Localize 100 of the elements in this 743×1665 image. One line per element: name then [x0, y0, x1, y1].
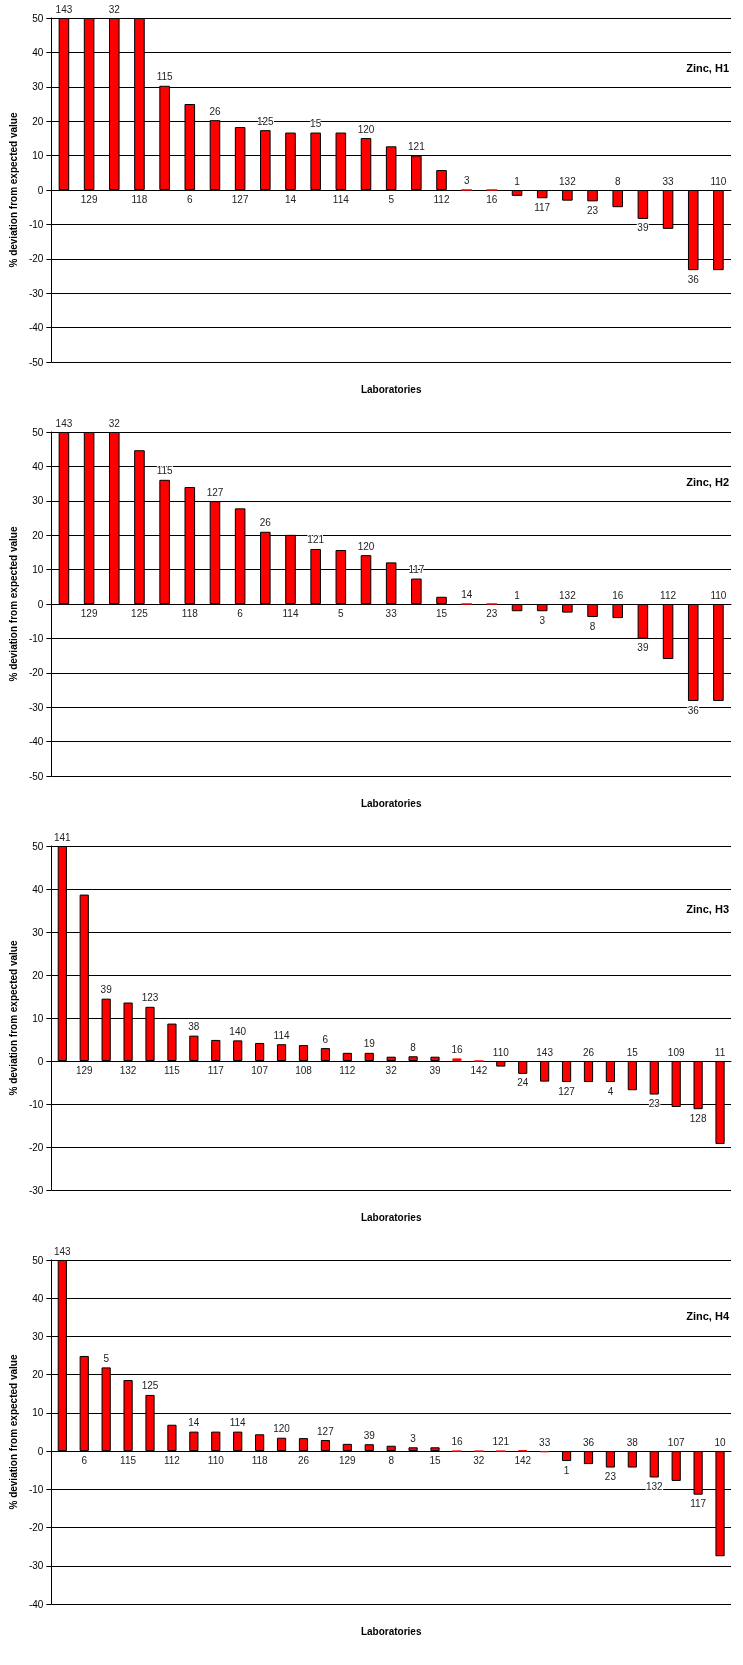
bar [612, 604, 624, 619]
y-tick-label: 40 [32, 46, 44, 58]
x-tick-label: 1 [514, 175, 521, 187]
x-tick-label: 109 [667, 1046, 685, 1058]
y-axis-title: % deviation from expected value [7, 112, 19, 268]
x-tick-label: 16 [451, 1436, 463, 1448]
x-tick-label: 141 [53, 831, 72, 843]
x-tick-label: 33 [662, 175, 675, 187]
text: Zinc, H1 [686, 62, 730, 75]
y-tick-label: 20 [32, 529, 44, 541]
x-tick-label: 39 [100, 984, 113, 996]
y-tick-label: 10 [32, 1012, 44, 1024]
y-axis-title: % deviation from expected value [7, 940, 19, 1096]
x-tick-label: 3 [539, 614, 546, 626]
y-tick-label: 10 [32, 564, 44, 576]
x-tick-label: 8 [614, 175, 621, 187]
x-tick-label: 36 [582, 1436, 595, 1448]
x-tick-label: 114 [282, 607, 299, 619]
bar [562, 604, 573, 613]
x-tick-label: 6 [322, 1033, 329, 1045]
x-tick-label: 36 [687, 704, 700, 716]
x-tick-label: 127 [231, 193, 249, 205]
x-tick-label: 143 [53, 1245, 72, 1257]
x-tick-label: 16 [451, 1043, 463, 1055]
y-tick-label: -10 [28, 1098, 44, 1110]
y-tick-label: -10 [28, 1483, 44, 1495]
x-axis-title: Laboratories [360, 1211, 422, 1223]
y-tick-label: -30 [28, 287, 44, 299]
x-axis-title: Laboratories [360, 383, 422, 395]
bar [561, 1061, 572, 1083]
y-tick-label: 40 [32, 1292, 44, 1304]
text: Zinc, H3 [686, 903, 730, 915]
y-tick-label: -50 [28, 770, 44, 782]
x-tick-label: 14 [461, 589, 473, 600]
x-tick-label: 118 [181, 607, 199, 619]
y-tick-label: 0 [37, 1055, 44, 1067]
y-tick-label: -10 [28, 632, 44, 644]
x-tick-label: 115 [163, 1064, 181, 1076]
x-tick-label: 114 [332, 193, 350, 205]
x-tick-label: 5 [338, 607, 345, 619]
y-tick-label: -30 [28, 701, 44, 713]
x-tick-label: 132 [559, 175, 577, 187]
x-tick-label: 143 [536, 1046, 554, 1058]
y-tick-label: 40 [32, 883, 44, 895]
x-tick-label: 118 [251, 1454, 269, 1466]
y-tick-label: 0 [37, 598, 44, 610]
x-tick-label: 8 [589, 620, 596, 632]
x-tick-label: 127 [206, 486, 224, 498]
x-tick-label: 5 [388, 193, 395, 205]
y-tick-label: 50 [32, 426, 44, 438]
bar [189, 1431, 199, 1452]
x-tick-label: 32 [385, 1064, 398, 1076]
x-tick-label: 120 [357, 123, 375, 135]
bar [583, 1451, 594, 1465]
bar [536, 604, 548, 612]
x-tick-label: 115 [156, 71, 174, 83]
y-axis-title: % deviation from expected value [7, 526, 19, 682]
x-tick-label: 112 [433, 193, 450, 205]
y-tick-label: -40 [28, 322, 44, 334]
bar [637, 190, 649, 219]
x-tick-label: 6 [81, 1454, 88, 1466]
text: Zinc, H2 [686, 476, 730, 489]
x-tick-label: 108 [295, 1064, 313, 1076]
x-tick-label: 36 [687, 273, 700, 285]
y-tick-label: -20 [28, 253, 44, 265]
bar [536, 190, 548, 199]
bar [436, 596, 447, 604]
x-tick-label: 19 [363, 1038, 376, 1050]
x-tick-label: 110 [710, 589, 727, 601]
x-tick-label: 6 [237, 607, 244, 619]
x-tick-label: 142 [514, 1454, 532, 1466]
y-tick-label: -50 [28, 356, 44, 368]
x-tick-label: 5 [103, 1352, 110, 1364]
bar [255, 1042, 265, 1061]
x-tick-label: 117 [690, 1498, 707, 1510]
y-tick-label: 40 [32, 460, 44, 472]
y-tick-label: 20 [32, 969, 44, 981]
bar [561, 1451, 572, 1462]
y-tick-label: -40 [28, 736, 44, 748]
x-tick-label: 125 [131, 607, 149, 619]
x-tick-label: 121 [492, 1436, 510, 1448]
bar [605, 1061, 616, 1083]
x-tick-label: 121 [408, 141, 426, 153]
x-tick-label: 115 [156, 465, 174, 477]
x-tick-label: 3 [410, 1432, 417, 1444]
x-tick-label: 132 [559, 589, 577, 601]
bar [408, 1056, 418, 1061]
bar [233, 1040, 243, 1061]
y-tick-label: 30 [32, 495, 44, 507]
y-tick-label: 0 [37, 1445, 44, 1457]
x-tick-label: 132 [119, 1064, 137, 1076]
x-tick-label: 15 [626, 1046, 639, 1058]
x-tick-label: 110 [710, 175, 727, 187]
bar [233, 1431, 243, 1452]
x-tick-label: 129 [338, 1454, 357, 1466]
bar [562, 190, 573, 201]
x-tick-label: 26 [209, 105, 221, 117]
bar [671, 1451, 681, 1481]
x-tick-label: 38 [188, 1021, 200, 1033]
bar [496, 1061, 506, 1067]
